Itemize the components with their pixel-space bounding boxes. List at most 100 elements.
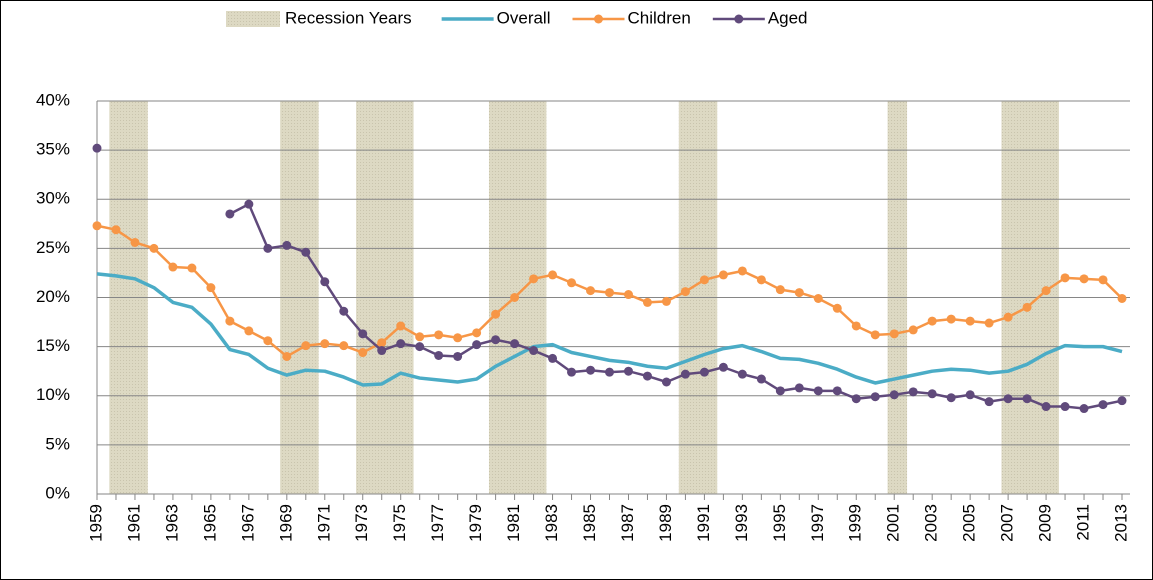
series-marker — [775, 285, 785, 295]
x-tick-label: 1985 — [580, 504, 599, 542]
series-marker — [605, 367, 614, 377]
x-tick-label: 1999 — [846, 504, 865, 542]
series-marker — [1117, 396, 1127, 406]
series-marker — [453, 351, 463, 361]
series-marker — [832, 303, 842, 313]
y-tick-label: 30% — [36, 189, 70, 208]
series-marker — [263, 243, 273, 253]
series-marker — [339, 306, 349, 316]
legend-marker — [734, 14, 744, 24]
series-marker — [832, 386, 842, 396]
series-marker — [1098, 400, 1108, 410]
series-marker — [472, 328, 482, 338]
x-tick-label: 1961 — [124, 504, 143, 542]
series-marker — [510, 293, 520, 302]
series-marker — [1060, 273, 1070, 283]
series-marker — [889, 329, 899, 339]
series-marker — [320, 277, 330, 287]
series-marker — [320, 339, 330, 349]
series-marker — [453, 333, 463, 343]
series-marker — [377, 338, 387, 348]
series-marker — [548, 353, 558, 363]
series-marker — [92, 221, 102, 231]
legend-marker — [594, 14, 603, 24]
series-marker — [567, 367, 577, 377]
series-marker — [301, 341, 311, 351]
x-tick-label: 2009 — [1036, 504, 1055, 542]
series-marker — [225, 316, 235, 326]
series-marker — [434, 350, 444, 360]
series-marker — [415, 342, 425, 352]
series-marker — [927, 316, 937, 326]
series-marker — [491, 335, 501, 345]
legend-label: Recession Years — [285, 8, 412, 27]
y-tick-label: 10% — [36, 385, 70, 404]
x-tick-label: 2005 — [960, 504, 979, 542]
series-marker — [244, 326, 254, 336]
series-marker — [605, 288, 614, 298]
series-marker — [1079, 404, 1089, 414]
series-marker — [491, 309, 501, 319]
series-marker — [851, 394, 861, 404]
series-marker — [927, 389, 937, 399]
series-marker — [187, 263, 197, 273]
series-marker — [1098, 275, 1108, 285]
y-tick-label: 15% — [36, 336, 70, 355]
series-line — [96, 272, 1123, 387]
series-marker — [642, 371, 652, 381]
series-marker — [1079, 274, 1089, 284]
series-marker — [623, 366, 633, 376]
series-marker — [396, 339, 406, 349]
series-marker — [301, 247, 311, 257]
series-marker — [1117, 293, 1127, 303]
series-marker — [965, 316, 975, 326]
series-marker — [984, 318, 994, 328]
series-marker — [244, 199, 254, 209]
series-marker — [434, 330, 444, 340]
series-marker — [718, 270, 728, 280]
legend-label: Aged — [768, 8, 808, 27]
series-marker — [680, 369, 690, 379]
series-marker — [851, 321, 861, 331]
series-marker — [339, 341, 349, 351]
series-marker — [737, 266, 747, 276]
series-marker — [813, 386, 823, 396]
series-marker — [642, 297, 652, 307]
series-marker — [965, 390, 975, 400]
x-tick-label: 2001 — [884, 504, 903, 542]
series-marker — [1041, 402, 1051, 412]
x-tick-label: 1959 — [86, 504, 105, 542]
series-marker — [1003, 394, 1013, 404]
series-marker — [794, 288, 804, 298]
x-tick-label: 1987 — [618, 504, 637, 542]
series-marker — [813, 293, 823, 303]
series-marker — [415, 332, 425, 342]
series-marker — [908, 387, 918, 397]
x-tick-label: 2011 — [1074, 504, 1093, 541]
series-marker — [282, 240, 292, 250]
series-marker — [548, 270, 558, 280]
series-marker — [1003, 312, 1013, 322]
x-tick-label: 1997 — [808, 504, 827, 542]
x-tick-label: 1981 — [504, 504, 523, 542]
x-tick-label: 1975 — [390, 504, 409, 542]
x-tick-label: 1991 — [694, 504, 713, 542]
x-tick-label: 1973 — [352, 504, 371, 542]
series-marker — [756, 374, 766, 384]
y-tick-label: 5% — [45, 434, 70, 453]
series-marker — [263, 336, 273, 346]
x-tick-label: 1963 — [162, 504, 181, 542]
series-marker — [92, 143, 102, 153]
x-tick-label: 2003 — [922, 504, 941, 542]
x-tick-label: 1989 — [656, 504, 675, 542]
series-marker — [889, 390, 899, 400]
series-marker — [567, 278, 577, 288]
legend-swatch — [226, 11, 280, 27]
series-marker — [1041, 286, 1051, 296]
series-marker — [870, 392, 880, 402]
series-marker — [282, 351, 292, 361]
x-tick-label: 1995 — [770, 504, 789, 542]
series-marker — [396, 321, 406, 331]
x-tick-label: 1983 — [542, 504, 561, 542]
series-marker — [225, 209, 235, 219]
